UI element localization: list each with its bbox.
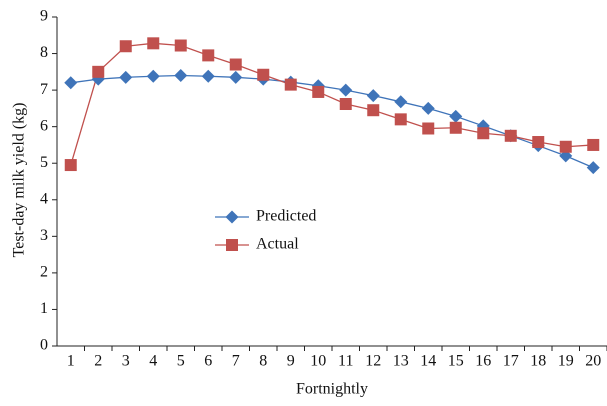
data-point (229, 70, 243, 84)
x-tick-label: 12 (365, 353, 381, 370)
data-point (449, 121, 462, 134)
x-tick-label: 1 (67, 353, 75, 370)
data-point (64, 159, 77, 172)
data-point (367, 104, 380, 117)
data-point (119, 70, 133, 84)
y-tick-label: 8 (40, 44, 48, 61)
x-tick-label: 18 (530, 353, 546, 370)
x-tick-label: 7 (232, 353, 240, 370)
data-point (284, 78, 297, 91)
x-tick-label: 5 (177, 353, 185, 370)
x-tick-label: 11 (338, 353, 353, 370)
x-tick-label: 6 (204, 353, 212, 370)
x-tick-label: 8 (259, 353, 267, 370)
data-point (504, 129, 517, 142)
data-point (476, 119, 490, 133)
x-tick-label: 15 (448, 353, 464, 370)
y-tick-label: 5 (40, 154, 48, 171)
x-tick-label: 14 (420, 353, 436, 370)
data-point (394, 95, 408, 109)
data-point (339, 83, 353, 97)
data-point (174, 68, 188, 82)
legend-label: Actual (256, 236, 299, 253)
x-tick-label: 17 (503, 353, 519, 370)
data-point (421, 101, 435, 115)
data-point (229, 58, 242, 71)
data-point (202, 49, 215, 62)
data-point (587, 138, 600, 151)
x-tick-label: 9 (287, 353, 295, 370)
data-point (64, 76, 78, 90)
data-point (477, 127, 490, 140)
y-tick-label: 0 (40, 337, 48, 354)
legend-label: Predicted (256, 208, 316, 225)
y-tick-label: 1 (40, 300, 48, 317)
data-point (559, 140, 572, 153)
data-point (201, 69, 215, 83)
y-tick-label: 6 (40, 117, 48, 134)
x-tick-label: 19 (558, 353, 574, 370)
data-point (174, 39, 187, 52)
series-line (70, 42, 594, 166)
data-point (586, 161, 600, 175)
data-point (146, 69, 160, 83)
y-axis-label: Test-day milk yield (kg) (11, 103, 28, 258)
x-tick-label: 20 (585, 353, 601, 370)
legend-marker (226, 239, 238, 251)
data-point (532, 136, 545, 149)
data-point (257, 68, 270, 81)
series-line (70, 74, 594, 169)
data-point (147, 37, 160, 50)
x-axis-label: Fortnightly (296, 381, 368, 398)
data-point (339, 98, 352, 111)
data-point (449, 109, 463, 123)
data-point (92, 65, 105, 78)
x-tick-label: 3 (122, 353, 130, 370)
x-tick-label: 2 (94, 353, 102, 370)
data-point (366, 89, 380, 103)
y-tick-label: 9 (40, 8, 48, 25)
legend-marker (225, 210, 239, 224)
data-point (119, 40, 132, 53)
data-point (422, 122, 435, 135)
x-tick-label: 16 (475, 353, 491, 370)
y-tick-label: 2 (40, 264, 48, 281)
x-tick-label: 4 (149, 353, 157, 370)
y-tick-label: 4 (40, 190, 48, 207)
x-tick-label: 10 (310, 353, 326, 370)
x-tick-label: 13 (393, 353, 409, 370)
data-point (394, 113, 407, 126)
data-point (312, 85, 325, 98)
y-tick-label: 7 (40, 81, 48, 98)
y-tick-label: 3 (40, 227, 48, 244)
